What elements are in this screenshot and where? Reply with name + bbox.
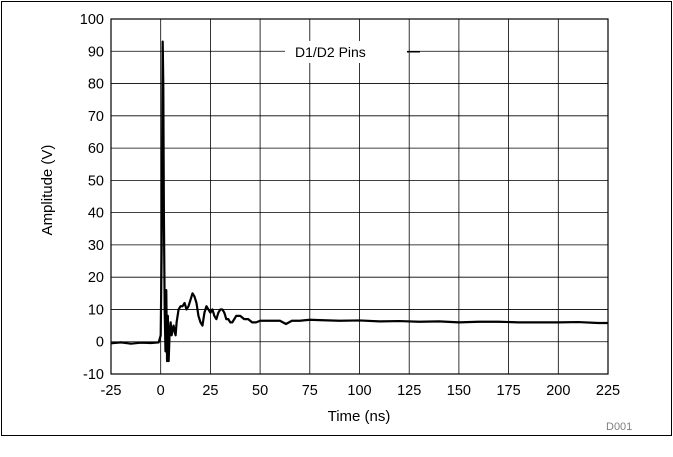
x-tick-label: 100 bbox=[347, 383, 371, 399]
x-tick-label: 225 bbox=[596, 383, 620, 399]
y-tick-label: 100 bbox=[80, 12, 104, 28]
y-tick-label: -10 bbox=[83, 367, 104, 383]
annotation-box bbox=[285, 41, 407, 63]
annotation-label: D1/D2 Pins bbox=[295, 44, 366, 60]
x-tick-label: 25 bbox=[202, 383, 218, 399]
x-tick-label: 0 bbox=[157, 383, 165, 399]
x-tick-label: 50 bbox=[252, 383, 268, 399]
y-tick-labels: -10 0 10 20 30 40 50 60 70 80 90 100 bbox=[80, 12, 104, 383]
x-tick-label: 75 bbox=[302, 383, 318, 399]
y-tick-label: 0 bbox=[96, 335, 104, 351]
y-tick-label: 30 bbox=[88, 238, 104, 254]
x-tick-label: 175 bbox=[496, 383, 520, 399]
y-tick-label: 20 bbox=[88, 270, 104, 286]
plot-border bbox=[110, 18, 609, 375]
y-tick-label: 40 bbox=[88, 206, 104, 222]
x-tick-label: 200 bbox=[546, 383, 570, 399]
y-tick-label: 80 bbox=[88, 77, 104, 93]
x-tick-label: 150 bbox=[447, 383, 471, 399]
series-layer bbox=[110, 40, 608, 363]
x-tick-label: 125 bbox=[397, 383, 421, 399]
y-tick-label: 50 bbox=[88, 173, 104, 189]
y-tick-label: 10 bbox=[88, 302, 104, 318]
series-line bbox=[110, 40, 608, 363]
y-axis-label: Amplitude (V) bbox=[39, 145, 56, 236]
y-tick-label: 90 bbox=[88, 44, 104, 60]
x-tick-labels: -25 0 25 50 75 100 125 150 175 200 225 bbox=[101, 383, 621, 399]
y-tick-label: 60 bbox=[88, 141, 104, 157]
x-axis-label: Time (ns) bbox=[328, 408, 391, 425]
x-tick-label: -25 bbox=[101, 383, 122, 399]
y-tick-label: 70 bbox=[88, 109, 104, 125]
outer-frame bbox=[1, 1, 672, 436]
figure-code: D001 bbox=[606, 421, 632, 433]
